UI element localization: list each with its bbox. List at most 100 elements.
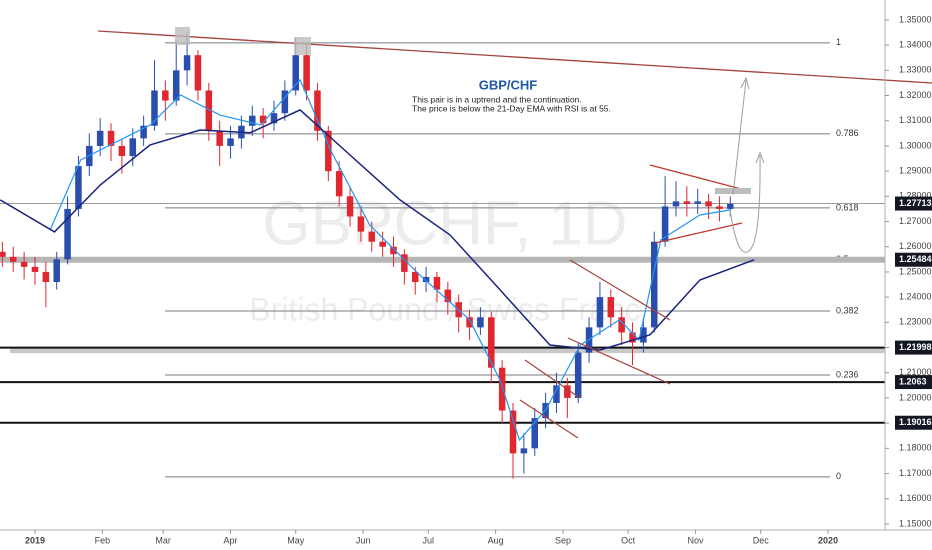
candle-body xyxy=(151,90,158,126)
channel-lower xyxy=(519,399,579,439)
candle-body xyxy=(466,317,473,328)
y-tick-label: 1.32000 xyxy=(899,90,932,100)
candle-body xyxy=(249,115,256,126)
candle-body xyxy=(64,208,71,260)
candle-body xyxy=(292,55,299,91)
candle-body xyxy=(325,130,332,172)
candle-body xyxy=(705,201,712,207)
candle-body xyxy=(607,297,615,318)
watermark: GBPCHF, 1D xyxy=(262,189,627,258)
y-tick-label: 1.30000 xyxy=(899,140,932,150)
price-label: 1.27713 xyxy=(899,198,932,208)
candle-body xyxy=(357,216,365,232)
candle-body xyxy=(53,259,60,283)
candle-body xyxy=(433,276,441,290)
candle-body xyxy=(281,90,289,114)
fib-label: 0.236 xyxy=(836,369,859,379)
candle-body xyxy=(31,266,39,272)
candle-body xyxy=(368,231,376,242)
price-label: 1.25484 xyxy=(899,254,932,264)
candle-body xyxy=(422,276,430,283)
y-tick-label: 1.15000 xyxy=(899,518,932,528)
candle-body xyxy=(9,256,17,262)
candle-body xyxy=(216,130,223,146)
candle-body xyxy=(401,254,408,272)
candle-body xyxy=(107,130,115,146)
y-tick-label: 1.25000 xyxy=(899,266,932,276)
trendline xyxy=(97,30,932,84)
candle-body xyxy=(509,410,517,454)
y-tick-label: 1.23000 xyxy=(899,317,932,327)
candle-body xyxy=(498,367,506,411)
candle-body xyxy=(205,90,213,131)
projection-arrow xyxy=(732,76,750,196)
x-tick-label: Sep xyxy=(555,535,571,545)
x-tick-label: Feb xyxy=(95,535,111,545)
x-tick-label: Nov xyxy=(688,535,705,545)
price-label: 1.21998 xyxy=(899,342,932,352)
triangle-lower xyxy=(654,222,743,244)
candle-body xyxy=(716,206,723,209)
channel-lower xyxy=(567,337,671,385)
x-tick-label: Aug xyxy=(488,535,504,545)
candle-body xyxy=(172,70,180,101)
candle-body xyxy=(379,241,386,247)
x-tick-label: Jun xyxy=(356,535,371,545)
y-tick-label: 1.24000 xyxy=(899,292,932,302)
candle-body xyxy=(194,55,202,91)
moving-average xyxy=(0,109,755,351)
candle-body xyxy=(553,385,560,403)
candle-body xyxy=(694,201,701,204)
price-label: 1.19016 xyxy=(899,417,932,427)
candle-body xyxy=(531,418,538,449)
triangle-upper xyxy=(649,164,746,191)
y-tick-label: 1.27000 xyxy=(899,216,932,226)
x-tick-label: Mar xyxy=(155,535,171,545)
x-tick-label: May xyxy=(287,535,305,545)
candle-body xyxy=(314,90,321,131)
candle-body xyxy=(118,145,126,157)
price-label: 1.2063 xyxy=(899,376,927,386)
y-tick-label: 1.29000 xyxy=(899,165,932,175)
candle-body xyxy=(335,171,343,197)
x-tick-label: Jul xyxy=(423,535,435,545)
x-tick-label: 2019 xyxy=(25,535,45,545)
candle-body xyxy=(183,55,191,71)
peak-marker xyxy=(294,37,311,55)
candle-body xyxy=(75,166,82,209)
candle-body xyxy=(444,289,452,303)
y-tick-label: 1.34000 xyxy=(899,39,932,49)
y-tick-label: 1.28000 xyxy=(899,191,932,201)
candle-body xyxy=(0,251,6,257)
y-tick-label: 1.17000 xyxy=(899,468,932,478)
candle-body xyxy=(520,448,528,454)
y-tick-label: 1.33000 xyxy=(899,65,932,75)
candle-body xyxy=(411,271,419,283)
candle-body xyxy=(129,138,137,157)
moving-average xyxy=(49,78,731,442)
candle-body xyxy=(227,138,234,146)
candle-body xyxy=(390,246,397,255)
candle-body xyxy=(303,55,310,91)
projection-arrow xyxy=(729,151,765,253)
y-tick-label: 1.20000 xyxy=(899,392,932,402)
x-tick-label: Apr xyxy=(224,535,238,545)
candle-body xyxy=(259,115,267,124)
peak-marker xyxy=(175,27,190,45)
y-tick-label: 1.18000 xyxy=(899,443,932,453)
fib-label: 0.786 xyxy=(836,128,859,138)
candle-body xyxy=(661,206,669,242)
annotation-text: This pair is in a uptrend and the contin… xyxy=(412,94,582,104)
fib-label: 0.618 xyxy=(836,202,859,212)
candle-body xyxy=(596,297,604,328)
candle-body xyxy=(727,203,734,209)
candle-body xyxy=(140,125,147,139)
candle-body xyxy=(162,90,169,101)
candle-body xyxy=(346,196,354,217)
candle-body xyxy=(564,385,571,398)
candle-body xyxy=(629,332,636,343)
channel-upper xyxy=(569,259,671,321)
y-tick-label: 1.31000 xyxy=(899,115,932,125)
